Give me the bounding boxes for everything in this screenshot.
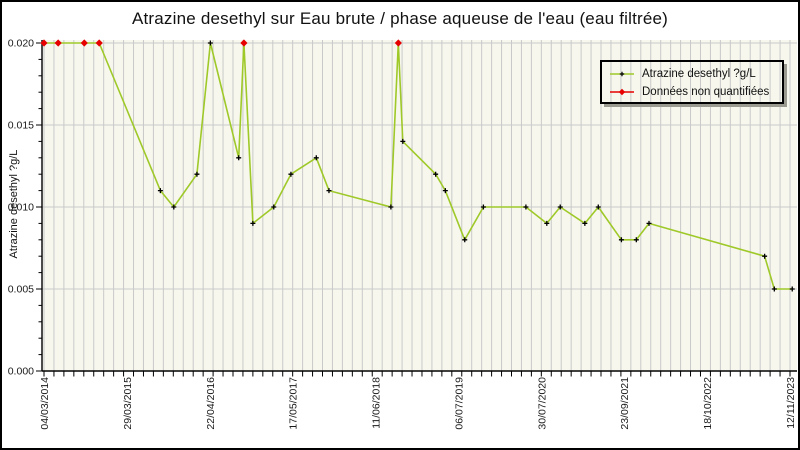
x-tick-label: 18/10/2022 [702,377,714,430]
data-point-marker [194,171,200,177]
data-point-marker [480,204,486,210]
data-point-marker [171,204,177,210]
x-tick-label: 11/06/2018 [371,377,383,429]
data-point-marker [400,138,406,144]
chart-title: Atrazine desethyl sur Eau brute / phase … [131,9,669,28]
legend-entry-label: Atrazine desethyl ?g/L [642,68,756,80]
y-tick-label: 0.000 [8,366,34,378]
non-quantified-marker [80,39,88,47]
legend-shadow-right [784,64,787,107]
legend-entry-label: Données non quantifiées [642,86,770,98]
plot-background [42,40,797,371]
data-point-marker [646,220,652,226]
x-tick-label: 17/05/2017 [288,377,300,430]
y-tick-label: 0.020 [8,38,34,50]
non-quantified-marker [394,39,402,47]
data-point-marker [442,188,448,194]
y-tick-label: 0.010 [8,202,34,214]
data-point-marker [288,171,294,177]
x-tick-label: 04/03/2014 [39,377,51,430]
legend-entry: Données non quantifiées [609,83,782,101]
non-quantified-marker [240,39,248,47]
x-tick-label: 30/07/2020 [536,377,548,430]
data-point-marker [388,204,394,210]
x-tick-label: 29/03/2015 [122,377,134,430]
data-point-marker [582,220,588,226]
legend-entry: Atrazine desethyl ?g/L [609,65,782,83]
data-point-marker [595,204,601,210]
data-point-marker [207,40,213,46]
data-point-marker [633,237,639,243]
data-point-marker [789,286,795,292]
red-diamond-icon [610,88,634,96]
data-point-marker [618,237,624,243]
data-point-marker [157,188,163,194]
y-tick-label: 0.015 [8,120,34,132]
data-point-marker [250,220,256,226]
non-quantified-marker [54,39,62,47]
data-point-marker [462,237,468,243]
data-point-marker [762,253,768,259]
x-tick-label: 06/07/2019 [453,377,465,430]
data-point-marker [326,188,332,194]
data-point-marker [433,171,439,177]
data-point-marker [271,204,277,210]
legend-box: Atrazine desethyl ?g/L Données non quanti… [600,60,784,104]
data-point-marker [771,286,777,292]
non-quantified-marker [40,39,48,47]
x-tick-label: 22/04/2016 [205,377,217,430]
y-tick-label: 0.005 [8,284,34,296]
data-point-marker [236,155,242,161]
black-plus-icon [610,71,634,77]
legend-shadow-bottom [604,104,787,107]
data-point-marker [313,155,319,161]
non-quantified-marker [95,39,103,47]
data-point-marker [557,204,563,210]
legend-entries: Atrazine desethyl ?g/L Données non quanti… [609,65,782,101]
data-point-marker [523,204,529,210]
x-tick-label: 12/11/2023 [785,377,797,429]
data-point-marker [544,220,550,226]
x-tick-label: 23/09/2021 [619,377,631,430]
